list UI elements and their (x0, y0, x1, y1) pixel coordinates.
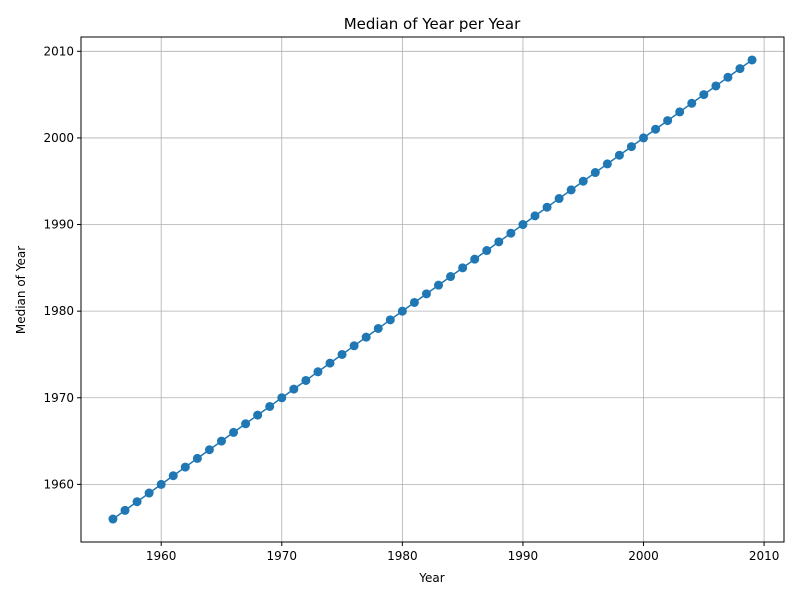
data-point (277, 393, 287, 403)
data-point (373, 323, 383, 333)
data-point (156, 479, 166, 489)
x-axis-label: Year (418, 571, 444, 585)
x-axis-ticks: 1960 1970 1980 1990 2000 2010 (146, 542, 779, 563)
data-point (216, 436, 226, 446)
y-tick-label: 2000 (43, 131, 74, 145)
data-point (518, 220, 528, 230)
data-point (687, 98, 697, 108)
series-group (108, 55, 757, 524)
data-point (470, 254, 480, 264)
data-point (639, 133, 649, 143)
data-point (325, 358, 335, 368)
data-point (313, 367, 323, 377)
data-point (132, 497, 142, 507)
data-point (144, 488, 154, 498)
data-point (168, 471, 178, 481)
data-point (747, 55, 757, 65)
data-point (289, 384, 299, 394)
data-point (602, 159, 612, 169)
data-point (651, 124, 661, 134)
data-point (506, 228, 516, 238)
grid (81, 37, 784, 542)
y-tick-label: 1990 (43, 218, 74, 232)
x-tick-label: 2000 (628, 549, 659, 563)
data-point (361, 332, 371, 342)
data-point (614, 150, 624, 160)
data-point (723, 72, 733, 82)
data-point (204, 445, 214, 455)
data-point (385, 315, 395, 325)
data-point (409, 297, 419, 307)
data-point (626, 142, 636, 152)
data-point (397, 306, 407, 316)
data-point (120, 505, 130, 515)
data-point (735, 64, 745, 74)
x-tick-label: 2010 (749, 549, 780, 563)
data-point (699, 90, 709, 100)
data-point (434, 280, 444, 290)
plot-frame (80, 36, 785, 543)
data-point (108, 514, 118, 524)
y-axis-label: Median of Year (14, 246, 28, 334)
y-tick-label: 1960 (43, 477, 74, 491)
x-tick-label: 1960 (146, 549, 177, 563)
data-point (711, 81, 721, 91)
data-point (349, 341, 359, 351)
x-tick-label: 1980 (387, 549, 418, 563)
data-point (229, 427, 239, 437)
data-point (446, 272, 456, 282)
data-point (192, 453, 202, 463)
data-point (663, 116, 673, 126)
data-point (253, 410, 263, 420)
data-point (578, 176, 588, 186)
data-point (482, 246, 492, 256)
data-point (590, 168, 600, 178)
y-axis-ticks: 1960 1970 1980 1990 2000 2010 (43, 44, 81, 491)
y-tick-label: 1980 (43, 304, 74, 318)
data-point (530, 211, 540, 221)
data-point (180, 462, 190, 472)
data-point (241, 419, 251, 429)
x-tick-label: 1990 (508, 549, 539, 563)
data-point (301, 375, 311, 385)
data-point (458, 263, 468, 273)
data-point (554, 194, 564, 204)
data-point (265, 401, 275, 411)
data-point (421, 289, 431, 299)
data-point (542, 202, 552, 212)
data-point (566, 185, 576, 195)
y-tick-label: 2010 (43, 44, 74, 58)
data-point (337, 349, 347, 359)
x-tick-label: 1970 (266, 549, 297, 563)
data-point (494, 237, 504, 247)
y-tick-label: 1970 (43, 391, 74, 405)
chart-title: Median of Year per Year (344, 15, 521, 33)
data-point (675, 107, 685, 117)
